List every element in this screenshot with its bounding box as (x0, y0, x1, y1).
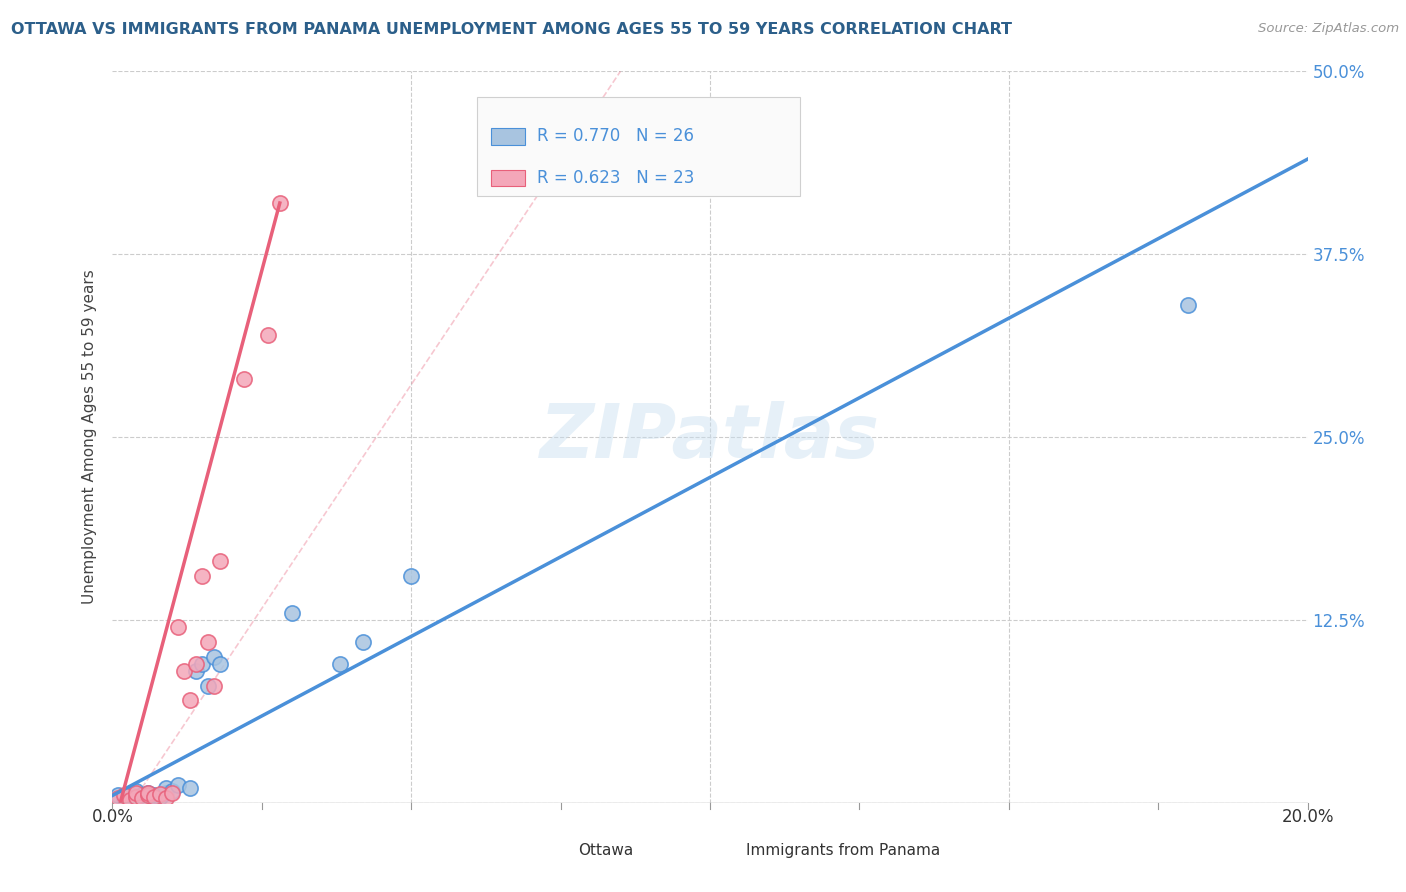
Point (125, 786, 148, 800)
Point (202, 679, 225, 693)
Point (138, 786, 160, 800)
Point (281, 606, 304, 620)
Point (1177, 298, 1199, 312)
Text: Ottawa: Ottawa (579, 843, 634, 858)
Point (155, 781, 177, 796)
Point (107, 791, 129, 805)
Point (167, 620, 190, 634)
Point (191, 657, 214, 671)
Point (143, 789, 166, 804)
Text: Source: ZipAtlas.com: Source: ZipAtlas.com (1258, 22, 1399, 36)
Point (125, 789, 148, 804)
FancyBboxPatch shape (710, 842, 737, 858)
Point (186, 664, 208, 678)
Text: R = 0.770   N = 26: R = 0.770 N = 26 (537, 128, 693, 145)
Text: OTTAWA VS IMMIGRANTS FROM PANAMA UNEMPLOYMENT AMONG AGES 55 TO 59 YEARS CORRELAT: OTTAWA VS IMMIGRANTS FROM PANAMA UNEMPLO… (11, 22, 1012, 37)
Point (186, 657, 208, 671)
Point (149, 787, 172, 801)
Point (197, 635, 219, 649)
Point (155, 786, 177, 800)
Point (162, 786, 183, 800)
Point (138, 789, 160, 803)
FancyBboxPatch shape (543, 842, 569, 858)
Point (149, 789, 172, 804)
FancyBboxPatch shape (477, 97, 800, 195)
Point (191, 569, 214, 583)
Point (233, 371, 256, 385)
Point (107, 789, 129, 803)
Point (353, 635, 375, 649)
Point (114, 791, 135, 805)
Point (114, 789, 135, 803)
Point (329, 657, 352, 671)
FancyBboxPatch shape (491, 128, 524, 145)
Point (120, 787, 142, 801)
Point (209, 657, 232, 671)
Point (131, 789, 153, 803)
Point (131, 791, 153, 805)
Point (120, 793, 142, 807)
Y-axis label: Unemployment Among Ages 55 to 59 years: Unemployment Among Ages 55 to 59 years (82, 269, 97, 605)
Point (401, 569, 423, 583)
Text: ZIPatlas: ZIPatlas (540, 401, 880, 474)
Point (202, 649, 225, 664)
Point (179, 693, 201, 707)
Point (125, 784, 148, 798)
Point (138, 786, 160, 800)
Text: Immigrants from Panama: Immigrants from Panama (747, 843, 941, 858)
Point (173, 664, 195, 678)
Point (269, 196, 291, 211)
Point (257, 327, 280, 342)
Point (162, 784, 183, 798)
Point (143, 789, 166, 803)
Point (197, 679, 219, 693)
Point (167, 778, 190, 792)
Text: R = 0.623   N = 23: R = 0.623 N = 23 (537, 169, 695, 187)
FancyBboxPatch shape (491, 169, 524, 186)
Point (138, 791, 160, 805)
Point (120, 793, 142, 807)
Point (155, 791, 177, 805)
Point (209, 554, 232, 568)
Point (179, 781, 201, 796)
Point (125, 789, 148, 804)
